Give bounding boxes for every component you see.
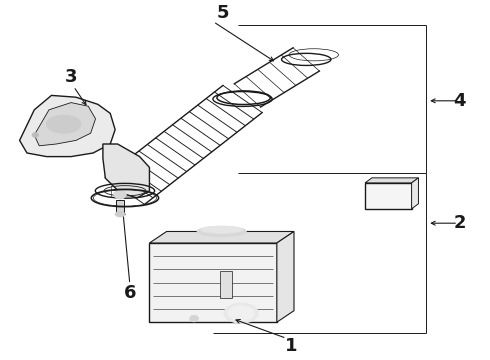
Polygon shape [149, 231, 294, 243]
Bar [220, 271, 232, 298]
Ellipse shape [190, 315, 198, 322]
Text: 4: 4 [453, 92, 466, 110]
Polygon shape [365, 178, 418, 183]
Text: 2: 2 [453, 214, 466, 232]
Text: 6: 6 [123, 284, 136, 302]
Bar [365, 183, 412, 209]
Text: 3: 3 [65, 68, 77, 86]
Polygon shape [20, 95, 115, 157]
Polygon shape [277, 231, 294, 322]
Polygon shape [34, 103, 96, 146]
Polygon shape [412, 178, 418, 209]
Ellipse shape [197, 226, 246, 237]
Ellipse shape [115, 211, 125, 217]
Polygon shape [103, 144, 149, 198]
Text: 1: 1 [285, 337, 298, 355]
Ellipse shape [47, 115, 81, 133]
Bar [149, 243, 277, 322]
Ellipse shape [201, 226, 243, 233]
Ellipse shape [228, 306, 255, 321]
Text: 5: 5 [217, 4, 229, 22]
Ellipse shape [114, 190, 126, 199]
Bar [116, 200, 124, 214]
Ellipse shape [224, 303, 258, 323]
Ellipse shape [32, 132, 38, 137]
